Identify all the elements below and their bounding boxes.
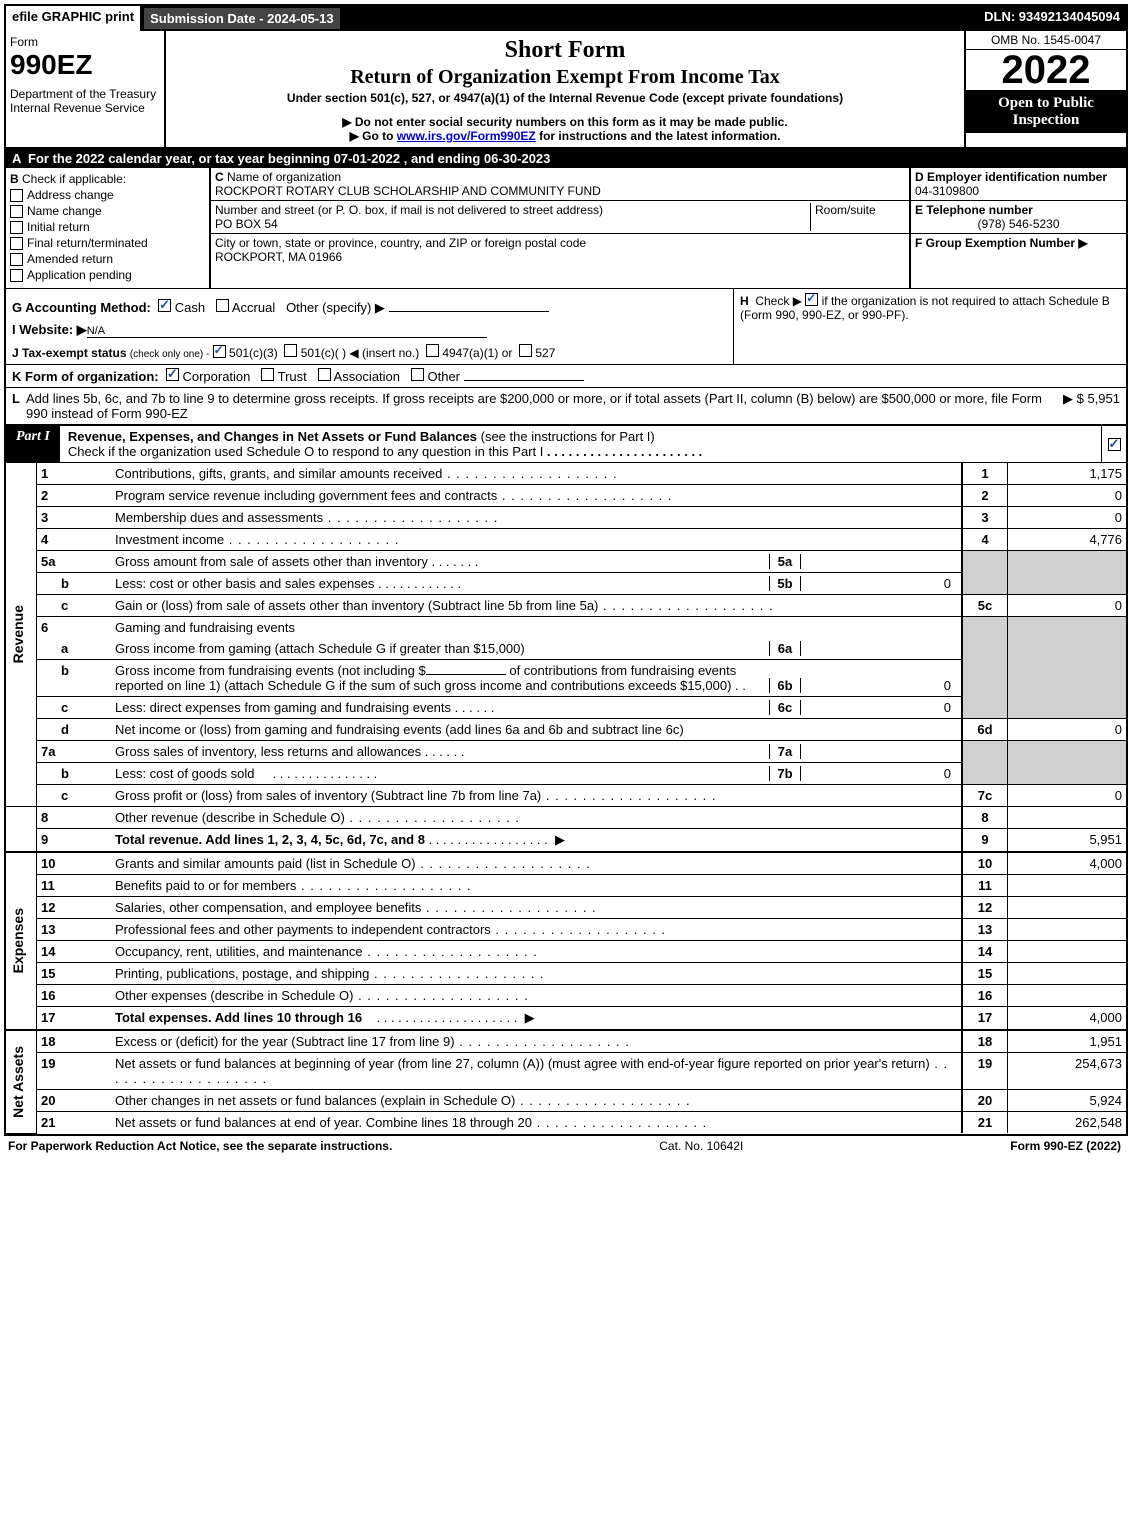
line-13-value (1008, 919, 1127, 941)
line-7c-value: 0 (1008, 785, 1127, 807)
line-12-value (1008, 897, 1127, 919)
subtitle-section: Under section 501(c), 527, or 4947(a)(1)… (170, 91, 960, 105)
line-1-value: 1,175 (1008, 463, 1127, 485)
line-2-value: 0 (1008, 485, 1127, 507)
footer-center: Cat. No. 10642I (659, 1139, 743, 1153)
line-20-value: 5,924 (1008, 1090, 1127, 1112)
line-6d-value: 0 (1008, 719, 1127, 741)
line-7b-value: 0 (801, 766, 957, 781)
footer-left: For Paperwork Reduction Act Notice, see … (8, 1139, 392, 1153)
tax-year: 2022 (966, 50, 1126, 91)
dept-treasury: Department of the Treasury Internal Reve… (10, 87, 160, 115)
section-g-h: G Accounting Method: Cash Accrual Other … (6, 289, 1126, 365)
irs-link[interactable]: www.irs.gov/Form990EZ (397, 129, 536, 143)
section-h: H Check ▶ if the organization is not req… (733, 289, 1126, 364)
website: N/A (87, 325, 105, 337)
checkbox-initial-return[interactable] (10, 221, 23, 234)
line-21-value: 262,548 (1008, 1112, 1127, 1134)
efile-print-label: efile GRAPHIC print (6, 6, 142, 31)
header-right: OMB No. 1545-0047 2022 Open to Public In… (966, 31, 1126, 147)
form-number: 990EZ (10, 49, 160, 81)
org-name: ROCKPORT ROTARY CLUB SCHOLARSHIP AND COM… (215, 184, 601, 198)
line-11-value (1008, 875, 1127, 897)
line-5b-value: 0 (801, 576, 957, 591)
header-left: Form 990EZ Department of the Treasury In… (6, 31, 166, 147)
checkbox-address-change[interactable] (10, 189, 23, 202)
form-word: Form (10, 35, 160, 49)
telephone: (978) 546-5230 (915, 217, 1122, 231)
line-15-value (1008, 963, 1127, 985)
checkbox-application-pending[interactable] (10, 269, 23, 282)
checkbox-501c[interactable] (284, 344, 297, 357)
checkbox-accrual[interactable] (216, 299, 229, 312)
line-16-value (1008, 985, 1127, 1007)
subtitle-ssn-warning: ▶ Do not enter social security numbers o… (170, 115, 960, 129)
line-4-value: 4,776 (1008, 529, 1127, 551)
checkbox-other-org[interactable] (411, 368, 424, 381)
checkbox-amended-return[interactable] (10, 253, 23, 266)
line-19-value: 254,673 (1008, 1053, 1127, 1090)
section-b-checkboxes: B Check if applicable: Address change Na… (6, 168, 211, 288)
page-footer: For Paperwork Reduction Act Notice, see … (4, 1136, 1125, 1156)
checkbox-corporation[interactable] (166, 368, 179, 381)
section-l: L Add lines 5b, 6c, and 7b to line 9 to … (6, 388, 1126, 426)
line-10-value: 4,000 (1008, 852, 1127, 875)
line-18-value: 1,951 (1008, 1030, 1127, 1053)
line-6c-value: 0 (801, 700, 957, 715)
part-1-label: Part I (6, 426, 60, 462)
line-14-value (1008, 941, 1127, 963)
gross-receipts: ▶ $ 5,951 (1063, 391, 1120, 421)
section-a-letter: A (12, 151, 28, 166)
line-3-value: 0 (1008, 507, 1127, 529)
submission-date: Submission Date - 2024-05-13 (142, 6, 342, 31)
checkbox-501c3[interactable] (213, 345, 226, 358)
section-a-text: For the 2022 calendar year, or tax year … (28, 151, 550, 166)
section-b: B Check if applicable: Address change Na… (6, 168, 1126, 289)
open-to-public: Open to Public Inspection (966, 91, 1126, 133)
top-bar: efile GRAPHIC print Submission Date - 20… (6, 6, 1126, 31)
form-header: Form 990EZ Department of the Treasury In… (6, 31, 1126, 149)
form-990ez: efile GRAPHIC print Submission Date - 20… (4, 4, 1128, 1136)
line-9-value: 5,951 (1008, 829, 1127, 853)
ein: 04-3109800 (915, 184, 979, 198)
checkbox-name-change[interactable] (10, 205, 23, 218)
title-return: Return of Organization Exempt From Incom… (170, 66, 960, 89)
org-street: PO BOX 54 (215, 217, 278, 231)
expenses-side-label: Expenses (6, 852, 37, 1030)
other-specify-field[interactable] (389, 311, 549, 312)
checkbox-final-return[interactable] (10, 237, 23, 250)
checkbox-cash[interactable] (158, 299, 171, 312)
section-g-i-j: G Accounting Method: Cash Accrual Other … (6, 289, 733, 364)
checkbox-4947[interactable] (426, 344, 439, 357)
revenue-table: Revenue 1 Contributions, gifts, grants, … (6, 463, 1126, 1134)
header-center: Short Form Return of Organization Exempt… (166, 31, 966, 147)
checkbox-schedule-b[interactable] (805, 293, 818, 306)
checkbox-association[interactable] (318, 368, 331, 381)
line-6b-value: 0 (801, 678, 957, 693)
section-a: A For the 2022 calendar year, or tax yea… (6, 149, 1126, 168)
section-d-e-f: D Employer identification number 04-3109… (909, 168, 1126, 288)
part-1-header: Part I Revenue, Expenses, and Changes in… (6, 426, 1126, 463)
section-k: K Form of organization: Corporation Trus… (6, 365, 1126, 388)
dln: DLN: 93492134045094 (978, 6, 1126, 31)
section-c: C Name of organization ROCKPORT ROTARY C… (211, 168, 909, 288)
checkbox-trust[interactable] (261, 368, 274, 381)
line-17-value: 4,000 (1008, 1007, 1127, 1031)
subtitle-goto: ▶ Go to www.irs.gov/Form990EZ for instru… (170, 129, 960, 143)
title-short-form: Short Form (170, 37, 960, 64)
checkbox-527[interactable] (519, 344, 532, 357)
checkbox-schedule-o[interactable] (1108, 438, 1121, 451)
netassets-side-label: Net Assets (6, 1030, 37, 1133)
line-5c-value: 0 (1008, 595, 1127, 617)
line-8-value (1008, 807, 1127, 829)
org-city: ROCKPORT, MA 01966 (215, 250, 342, 264)
footer-right: Form 990-EZ (2022) (1010, 1139, 1121, 1153)
revenue-side-label: Revenue (6, 463, 37, 807)
